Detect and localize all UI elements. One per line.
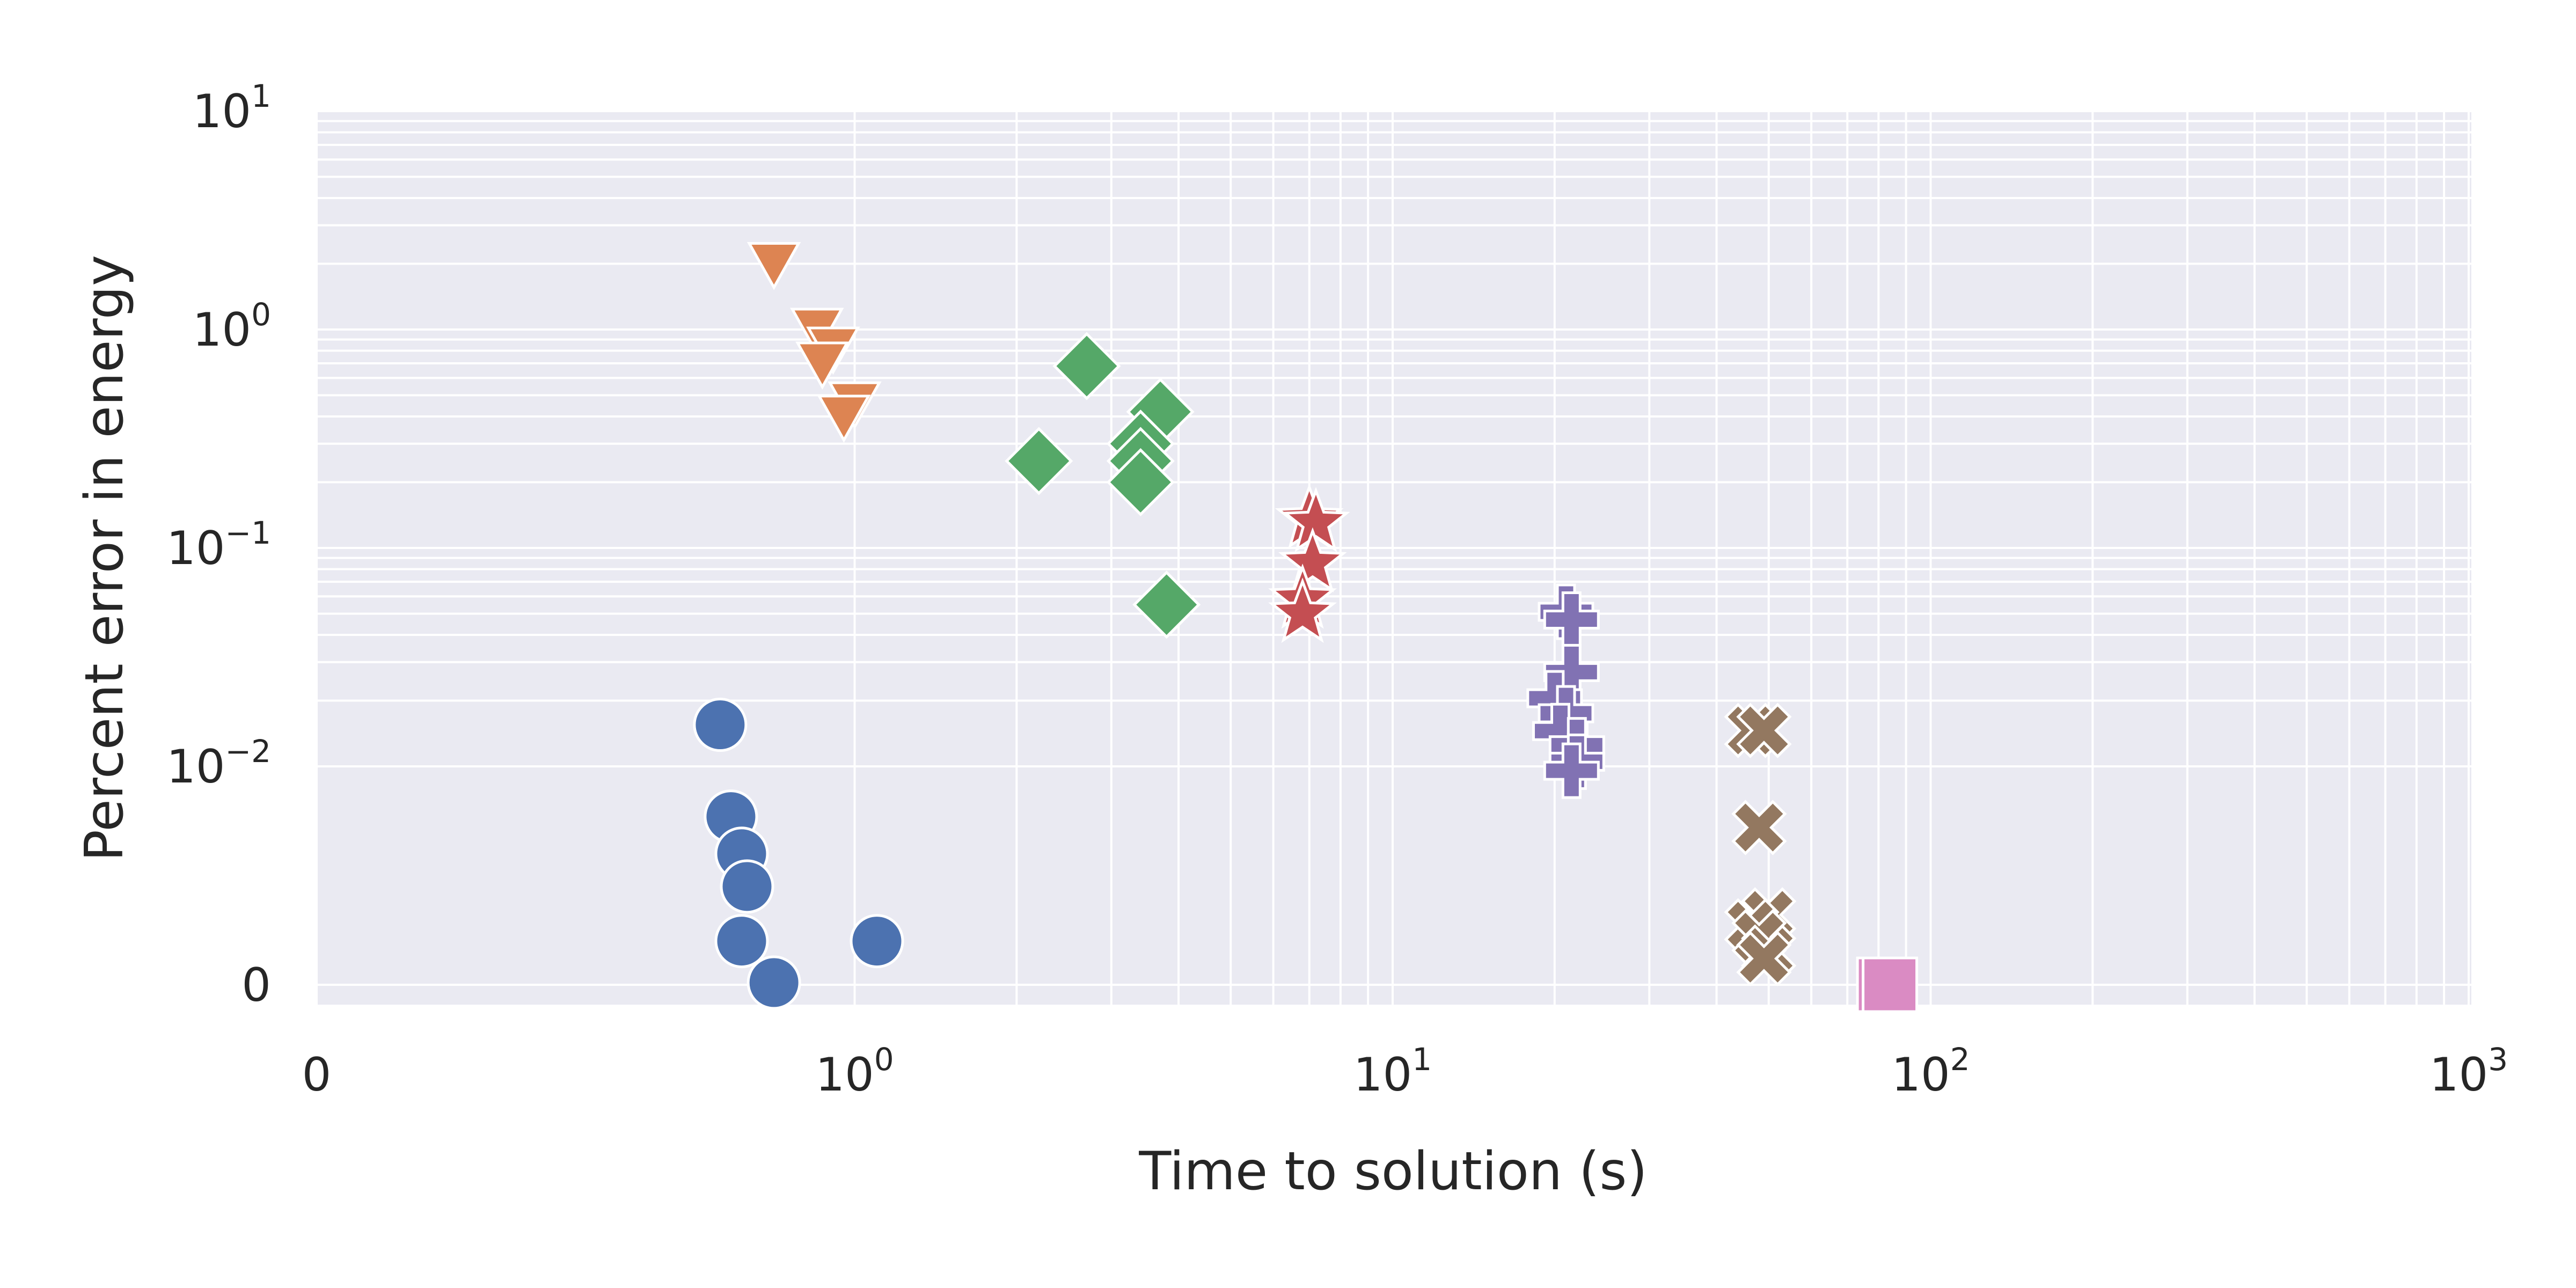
y-axis-label: Percent error in energy [74, 255, 135, 861]
data-point-x [1736, 931, 1792, 986]
data-point-circle [747, 955, 801, 1010]
data-point-triangle [795, 341, 850, 390]
data-point-diamond [1106, 448, 1175, 517]
x-tick-label: 0 [302, 1048, 332, 1102]
data-point-triangle [817, 394, 871, 443]
x-tick-label: 101 [1353, 1041, 1432, 1102]
grid-lines [316, 110, 2471, 1005]
data-point-circle [693, 698, 748, 752]
data-point-star [1278, 527, 1347, 593]
x-axis-ticks: 0 100 101 102 103 [302, 1041, 2508, 1102]
data-point-circle [850, 914, 904, 969]
data-point-star [1268, 577, 1337, 643]
data-point-diamond [1052, 332, 1121, 400]
data-point-x [1731, 800, 1787, 855]
y-tick-label: 101 [193, 78, 271, 138]
data-point-x [1736, 702, 1792, 758]
y-tick-label: 10−1 [166, 515, 271, 575]
data-point-circle [720, 859, 774, 914]
data-point-triangle [747, 241, 801, 290]
y-axis-ticks: 0 10−2 10−1 100 101 [166, 78, 271, 1012]
x-tick-label: 102 [1891, 1041, 1970, 1102]
data-point-diamond [1005, 427, 1073, 495]
x-tick-label: 103 [2429, 1041, 2508, 1102]
data-point-diamond [1132, 570, 1201, 639]
data-point-square [1862, 956, 1919, 1013]
x-tick-label: 100 [815, 1041, 894, 1102]
y-tick-label: 100 [193, 296, 271, 357]
y-tick-label: 10−2 [166, 733, 271, 794]
x-axis-label: Time to solution (s) [1138, 1141, 1647, 1202]
data-points [693, 241, 1919, 1013]
data-point-plus [1543, 742, 1600, 799]
data-point-circle [714, 914, 769, 969]
y-tick-label: 0 [241, 958, 271, 1012]
